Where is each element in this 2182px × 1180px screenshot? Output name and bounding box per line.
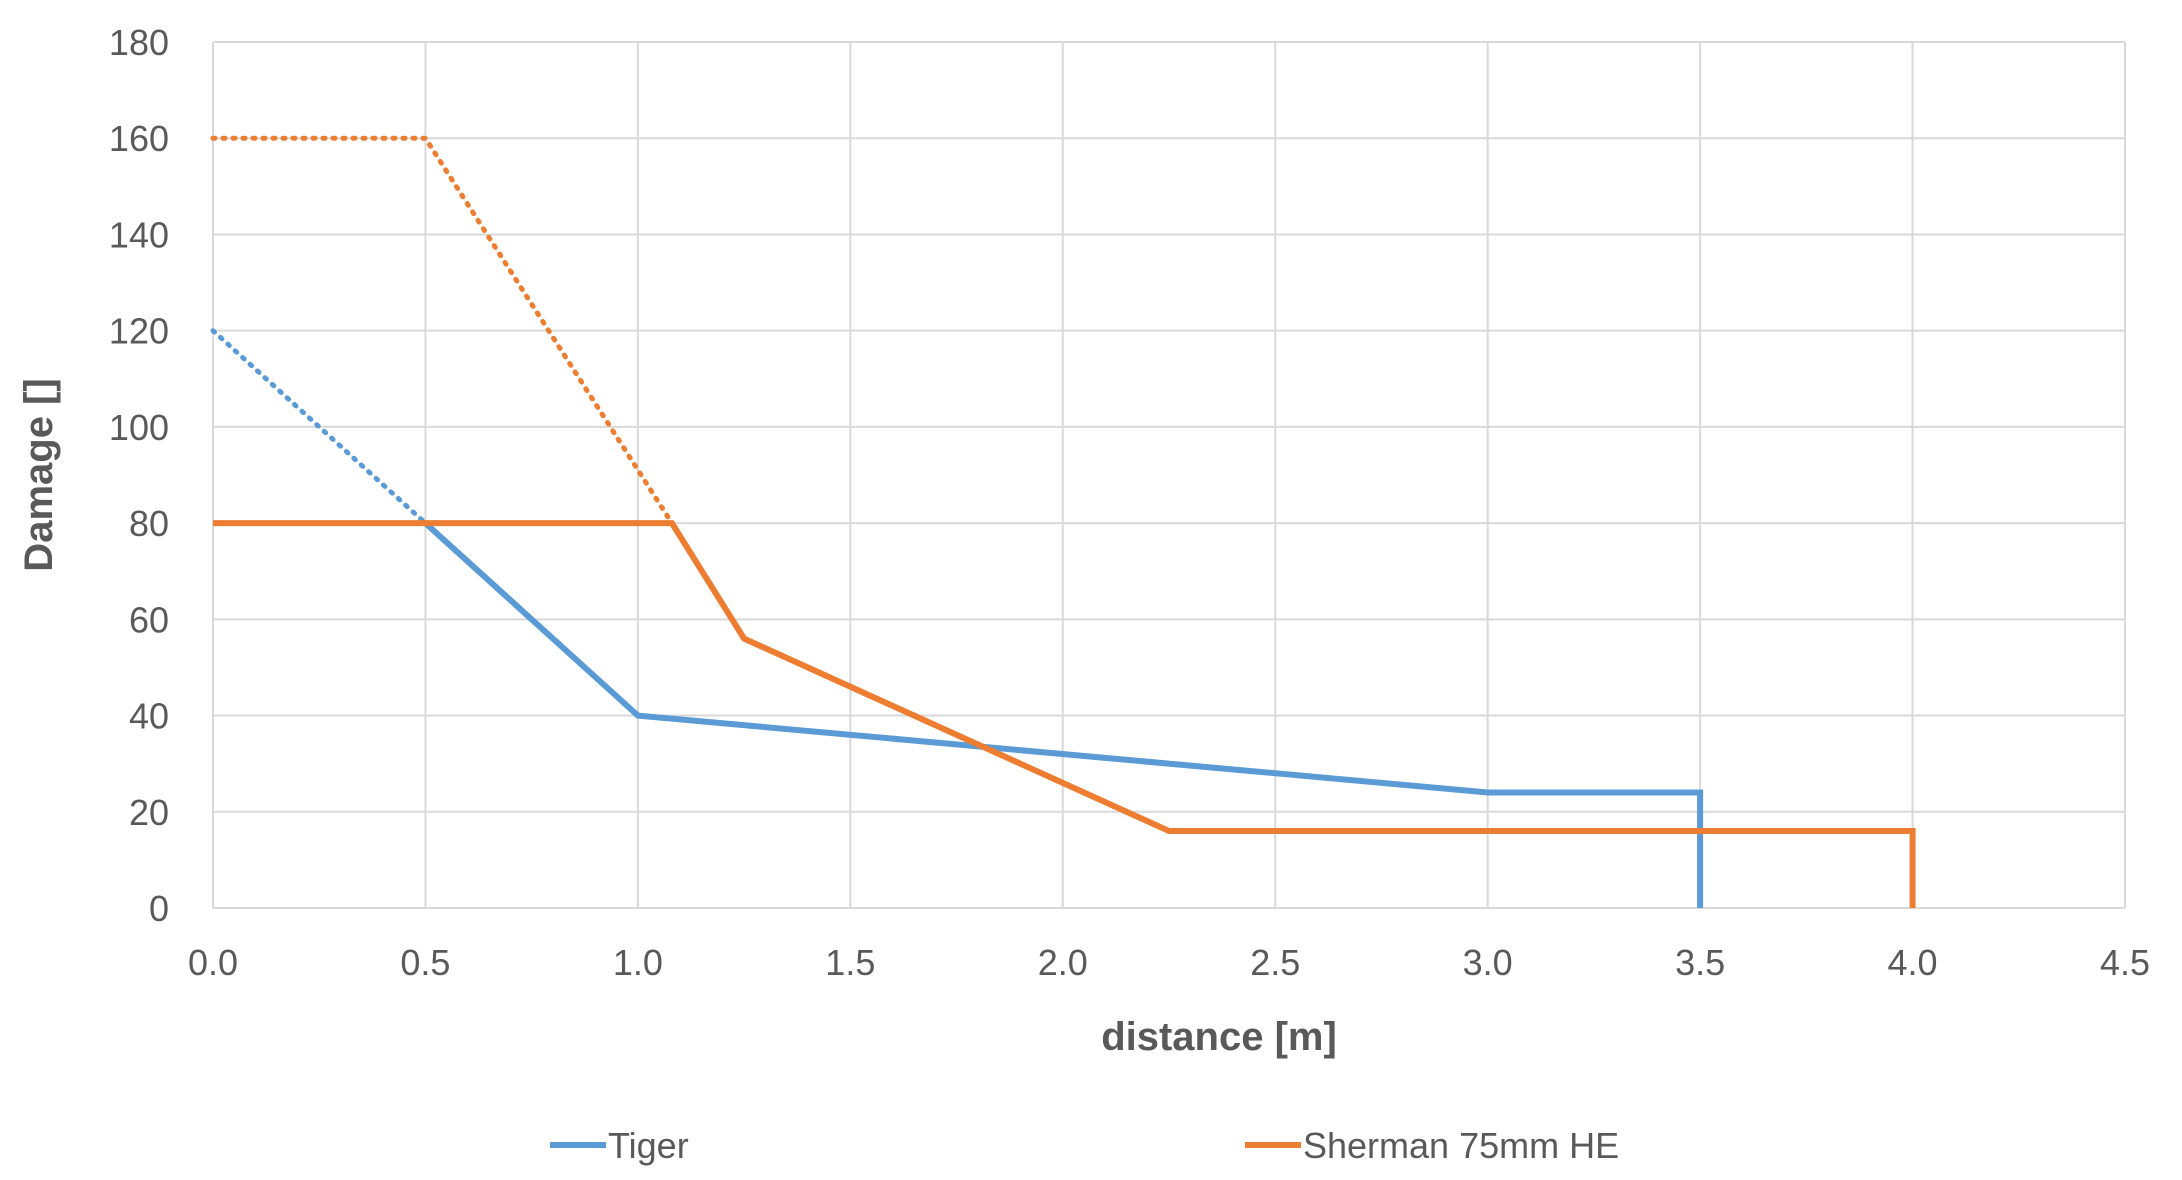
x-tick-label: 3.0 xyxy=(1463,942,1513,983)
x-tick-label: 0.0 xyxy=(188,942,238,983)
legend-label-2: Sherman 75mm HE xyxy=(1303,1125,1619,1166)
y-tick-label: 100 xyxy=(109,407,169,448)
y-tick-label: 40 xyxy=(129,696,169,737)
x-tick-label: 2.5 xyxy=(1250,942,1300,983)
y-axis-title: Damage [] xyxy=(17,378,61,571)
y-tick-label: 0 xyxy=(149,888,169,929)
axes xyxy=(212,42,2125,909)
y-tick-label: 80 xyxy=(129,503,169,544)
y-tick-label: 20 xyxy=(129,792,169,833)
x-axis-title: distance [m] xyxy=(1101,1015,1337,1059)
tick-labels: 0 20 40 60 80 100 120 140 160 180 0.0 0.5 1.0 1.5 2.0 2… xyxy=(109,22,2150,983)
grid xyxy=(213,41,2126,908)
y-tick-label: 160 xyxy=(109,118,169,159)
series-lines xyxy=(210,135,1916,908)
x-tick-label: 4.0 xyxy=(1888,942,1938,983)
series-2-line xyxy=(213,520,1916,908)
series-1-dotted-line xyxy=(210,328,428,526)
series-2-dotted-line xyxy=(210,135,675,526)
y-tick-label: 180 xyxy=(109,22,169,63)
x-tick-label: 3.5 xyxy=(1675,942,1725,983)
y-tick-label: 140 xyxy=(109,214,169,255)
x-tick-label: 1.5 xyxy=(825,942,875,983)
y-tick-label: 60 xyxy=(129,599,169,640)
legend-label-1: Tiger xyxy=(608,1125,689,1166)
legend: Tiger Sherman 75mm HE xyxy=(550,1125,1619,1166)
y-tick-label: 120 xyxy=(109,311,169,352)
x-tick-label: 1.0 xyxy=(613,942,663,983)
x-tick-label: 4.5 xyxy=(2100,942,2150,983)
x-tick-label: 2.0 xyxy=(1038,942,1088,983)
x-tick-label: 0.5 xyxy=(400,942,450,983)
